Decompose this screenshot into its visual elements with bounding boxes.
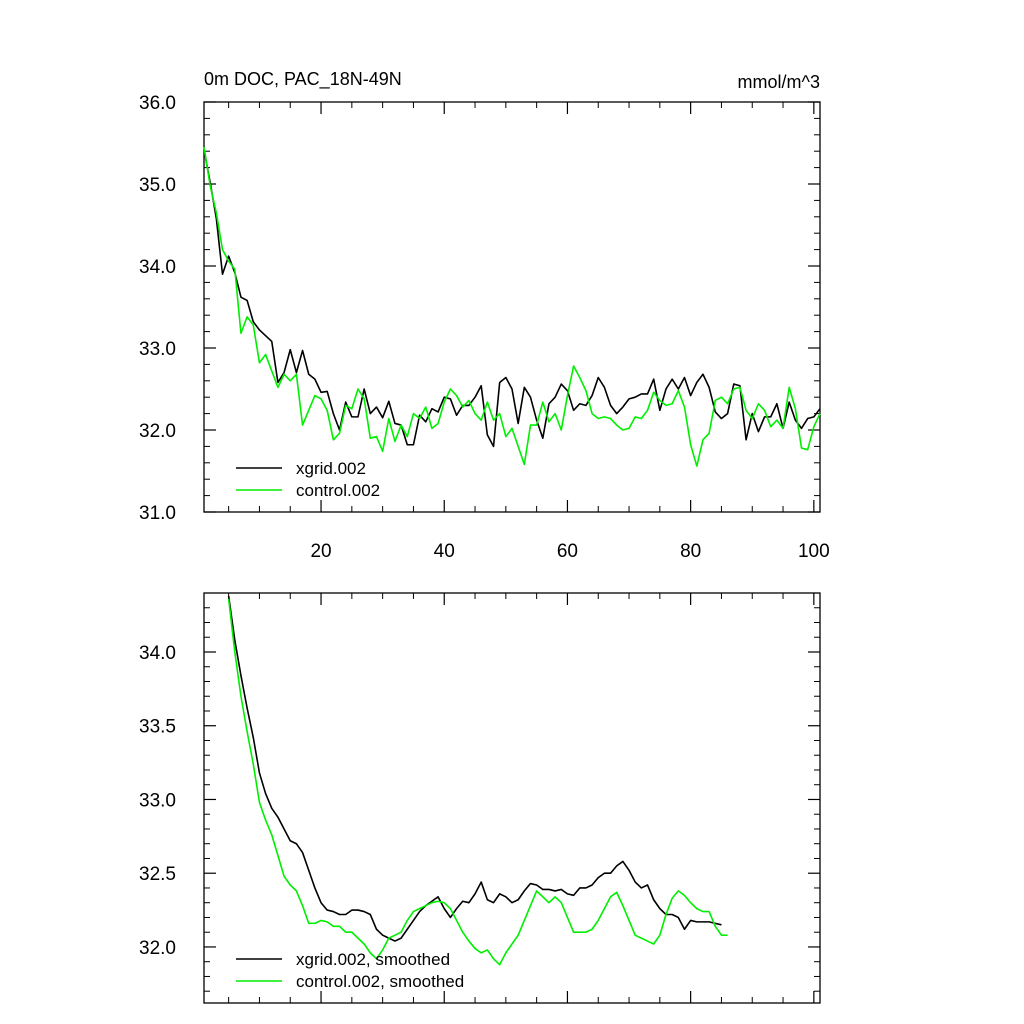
series-line-control	[227, 598, 728, 966]
y-tick-label: 32.0	[139, 938, 176, 959]
bottom-panel-plot-frame	[203, 592, 821, 1004]
bottom-panel: 32.0 32.5 33.0 33.5 34.0 xgrid.002, smoothed…	[139, 592, 821, 1004]
y-tick-label: 35.0	[139, 175, 176, 196]
y-tick-label: 36.0	[139, 93, 176, 114]
y-tick-label: 31.0	[139, 503, 176, 524]
legend-label: xgrid.002, smoothed	[296, 950, 450, 969]
top-panel-series	[203, 146, 821, 467]
legend-label: control.002, smoothed	[296, 972, 464, 991]
top-panel-units: mmol/m^3	[738, 72, 820, 92]
series-line-control	[203, 146, 821, 467]
series-line-xgrid	[203, 149, 821, 448]
top-panel-plot-frame	[203, 101, 821, 513]
bottom-panel-legend: xgrid.002, smoothed control.002, smoothed	[236, 950, 464, 991]
x-tick-label: 40	[434, 541, 455, 562]
top-panel: 0m DOC, PAC_18N-49N mmol/m^3 20 40 60 80 100…	[139, 69, 830, 562]
x-tick-label: 100	[798, 541, 830, 562]
legend-label: xgrid.002	[296, 459, 366, 478]
bottom-panel-axes: 32.0 32.5 33.0 33.5 34.0	[139, 592, 820, 1003]
y-tick-label: 33.0	[139, 790, 176, 811]
top-panel-title: 0m DOC, PAC_18N-49N	[204, 69, 402, 90]
top-panel-legend: xgrid.002 control.002	[236, 459, 380, 500]
legend-label: control.002	[296, 481, 380, 500]
y-tick-label: 33.0	[139, 339, 176, 360]
y-tick-label: 32.5	[139, 864, 176, 885]
series-line-xgrid	[227, 595, 722, 942]
x-tick-label: 20	[310, 541, 331, 562]
y-tick-label: 34.0	[139, 257, 176, 278]
bottom-panel-series	[227, 595, 728, 966]
y-tick-label: 33.5	[139, 717, 176, 738]
x-tick-label: 80	[680, 541, 701, 562]
y-tick-label: 32.0	[139, 421, 176, 442]
x-tick-label: 60	[557, 541, 578, 562]
top-panel-axes: 20 40 60 80 100 31.0 32.0 33.0 34.0 35.0 36.0	[139, 93, 830, 562]
y-tick-label: 34.0	[139, 643, 176, 664]
